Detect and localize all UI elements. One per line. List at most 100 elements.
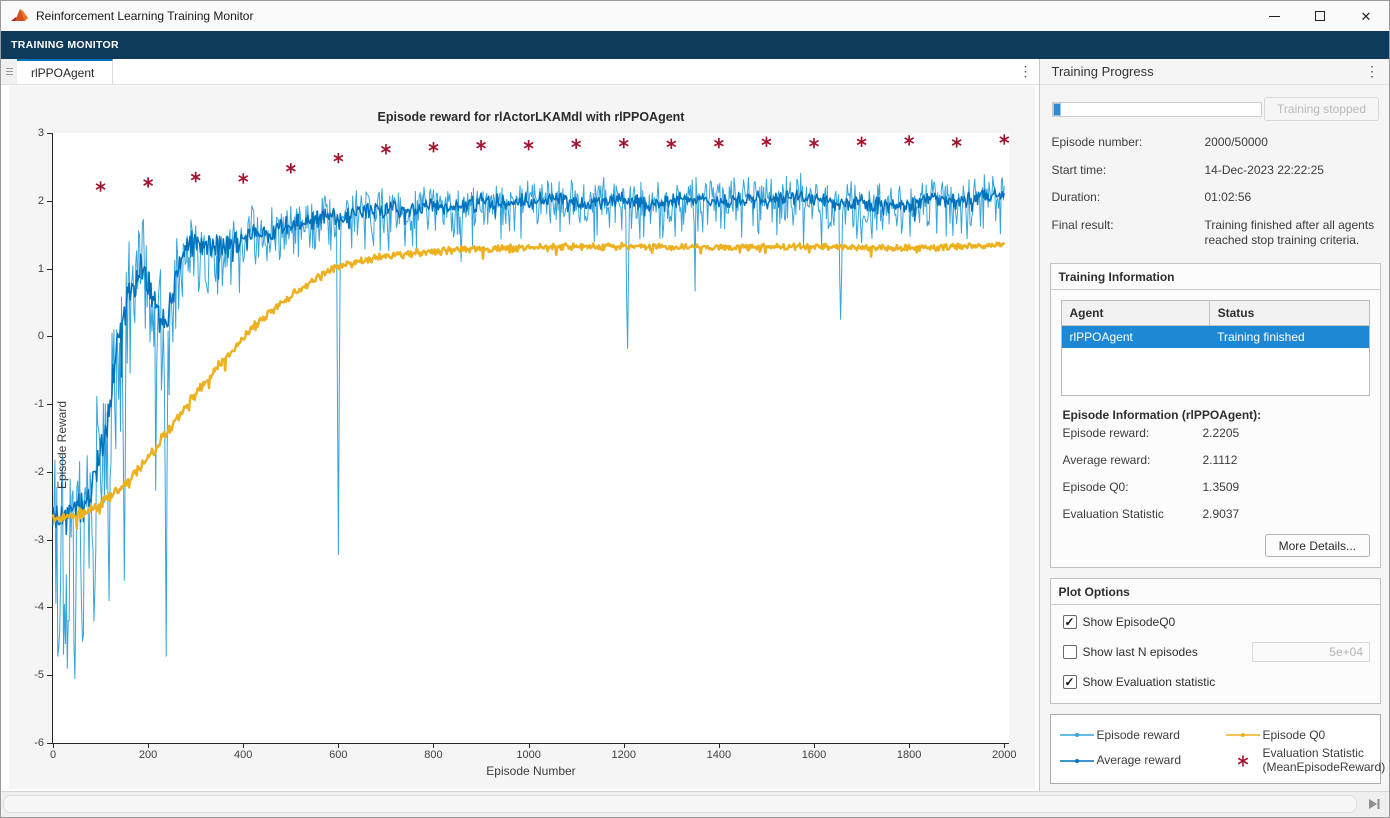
field-value: 01:02:56 (1204, 190, 1252, 205)
show-evaluation-checkbox[interactable]: ✓ (1062, 675, 1077, 690)
column-header-agent[interactable]: Agent (1061, 300, 1210, 326)
legend-evaluation-statistic: Evaluation Statistic (MeanEpisodeReward) (1223, 747, 1390, 775)
field-value: Training finished after all agents reach… (1204, 217, 1375, 248)
training-stopped-button[interactable]: Training stopped (1264, 97, 1379, 121)
option-label: Show Evaluation statistic (1082, 675, 1216, 690)
training-progress-panel: Training Progress ⋮ Training stopped Epi… (1039, 59, 1389, 791)
option-show-evaluation: ✓ Show Evaluation statistic (1062, 675, 1371, 690)
line-dot-sample-icon (1057, 756, 1097, 766)
plot-options-group: Plot Options ✓ Show EpisodeQ0 Show last … (1049, 578, 1381, 705)
grip-icon (5, 66, 13, 77)
y-tick-label: -5 (34, 669, 44, 682)
tab-options-kebab-icon[interactable]: ⋮ (1018, 63, 1033, 79)
x-tick-label: 1600 (801, 749, 827, 761)
y-tick-label: -4 (34, 601, 44, 614)
x-tick-label: 2000 (991, 749, 1017, 761)
document-tab-bar: rlPPOAgent ⋮ (1, 59, 1039, 85)
close-icon: ✕ (1360, 8, 1372, 24)
progress-fields: Episode number: 2000/50000 Start time: 1… (1052, 135, 1380, 261)
maximize-button[interactable] (1297, 1, 1343, 31)
field-label: Episode reward: (1062, 426, 1150, 441)
training-information-group: Training Information Agent Status rlPPOA… (1049, 262, 1381, 569)
tab-rlppoagent[interactable]: rlPPOAgent (17, 59, 114, 84)
average-reward-row: Average reward: 2.1112 (1063, 453, 1371, 467)
window-title: Reinforcement Learning Training Monitor (36, 9, 254, 23)
y-tick-label: -6 (34, 737, 44, 749)
status-bar (1, 791, 1389, 817)
cell-agent: rlPPOAgent (1069, 329, 1133, 344)
field-label: Episode number: (1051, 135, 1143, 149)
chart-legend: Episode reward Episode Q0 Average reward (1049, 714, 1385, 785)
line-dot-sample-icon (1223, 730, 1263, 740)
x-tick-label: 600 (329, 749, 348, 761)
tab-label: rlPPOAgent (31, 65, 95, 80)
y-tick-label: 1 (37, 262, 44, 275)
x-tick-label: 0 (49, 749, 57, 761)
panel-options-kebab-icon[interactable]: ⋮ (1365, 63, 1379, 79)
training-progress-bar (1051, 101, 1262, 117)
y-tick-label: -3 (34, 533, 44, 546)
chart-title: Episode reward for rlActorLKAMdl with rl… (377, 110, 685, 124)
y-tick-label: 0 (37, 330, 44, 343)
panel-header: Training Progress ⋮ (1039, 59, 1389, 85)
field-value: 14-Dec-2023 22:22:25 (1204, 162, 1324, 177)
field-duration: Duration: 01:02:56 (1052, 190, 1380, 206)
legend-episode-q0: Episode Q0 (1223, 728, 1390, 743)
chart-series-canvas (51, 134, 1010, 680)
matlab-logo-icon (11, 8, 28, 21)
panel-title: Training Progress (1051, 64, 1154, 79)
field-episode-number: Episode number: 2000/50000 (1052, 135, 1380, 151)
field-value: 2.1112 (1202, 453, 1238, 468)
y-axis-line (52, 133, 53, 744)
evaluation-statistic-markers (95, 134, 1010, 192)
field-value: 1.3509 (1202, 480, 1240, 495)
table-header-row: Agent Status (1061, 300, 1370, 326)
cell-status: Training finished (1217, 329, 1305, 344)
minimize-button[interactable] (1251, 1, 1297, 31)
x-axis-line (52, 743, 1009, 744)
title-bar: Reinforcement Learning Training Monitor … (1, 1, 1389, 31)
more-details-button[interactable]: More Details... (1264, 534, 1370, 558)
check-icon: ✓ (1064, 615, 1075, 630)
option-label: Show EpisodeQ0 (1082, 615, 1176, 630)
field-label: Average reward: (1062, 453, 1151, 468)
field-label: Duration: (1051, 190, 1101, 205)
last-n-episodes-input[interactable] (1252, 642, 1370, 663)
toolstrip: TRAINING MONITOR (1, 31, 1389, 59)
x-tick-label: 1200 (611, 749, 636, 761)
group-title: Plot Options (1050, 579, 1380, 606)
y-axis-label: Episode Reward (55, 400, 70, 490)
training-figure: Episode reward for rlActorLKAMdl with rl… (9, 86, 1035, 789)
option-label: Show last N episodes (1082, 645, 1198, 660)
expand-panel-button[interactable] (1365, 796, 1383, 812)
field-value: 2000/50000 (1204, 135, 1268, 149)
y-tick-label: 3 (37, 127, 44, 139)
x-tick-label: 1000 (516, 749, 541, 761)
episode-q0-series (51, 241, 1006, 530)
toolstrip-tab-training-monitor[interactable]: TRAINING MONITOR (11, 39, 119, 51)
option-show-last-n: Show last N episodes (1062, 642, 1370, 663)
line-dot-sample-icon (1057, 730, 1097, 740)
evaluation-statistic-row: Evaluation Statistic 2.9037 (1063, 507, 1371, 521)
y-tick-label: -1 (34, 398, 44, 411)
table-row[interactable]: rlPPOAgent Training finished (1061, 325, 1370, 348)
episode-reward-row: Episode reward: 2.2205 (1063, 426, 1371, 440)
close-button[interactable]: ✕ (1343, 1, 1389, 31)
plot-area (53, 133, 1009, 743)
legend-episode-reward: Episode reward (1057, 728, 1223, 743)
horizontal-scrollbar[interactable] (3, 795, 1357, 813)
show-episodeq0-checkbox[interactable]: ✓ (1062, 615, 1077, 630)
show-last-n-checkbox[interactable] (1062, 645, 1077, 660)
tab-grip-handle[interactable] (1, 59, 17, 84)
average-reward-series (52, 187, 1005, 536)
column-header-status[interactable]: Status (1208, 300, 1370, 326)
field-value: 2.2205 (1202, 426, 1240, 441)
panel-splitter[interactable] (1038, 59, 1040, 791)
field-label: Final result: (1051, 217, 1114, 232)
x-tick-label: 800 (424, 749, 443, 761)
table-empty-row (1061, 348, 1370, 396)
maximize-icon (1315, 11, 1325, 21)
field-value: 2.9037 (1202, 507, 1240, 522)
x-tick-label: 1400 (706, 749, 732, 761)
